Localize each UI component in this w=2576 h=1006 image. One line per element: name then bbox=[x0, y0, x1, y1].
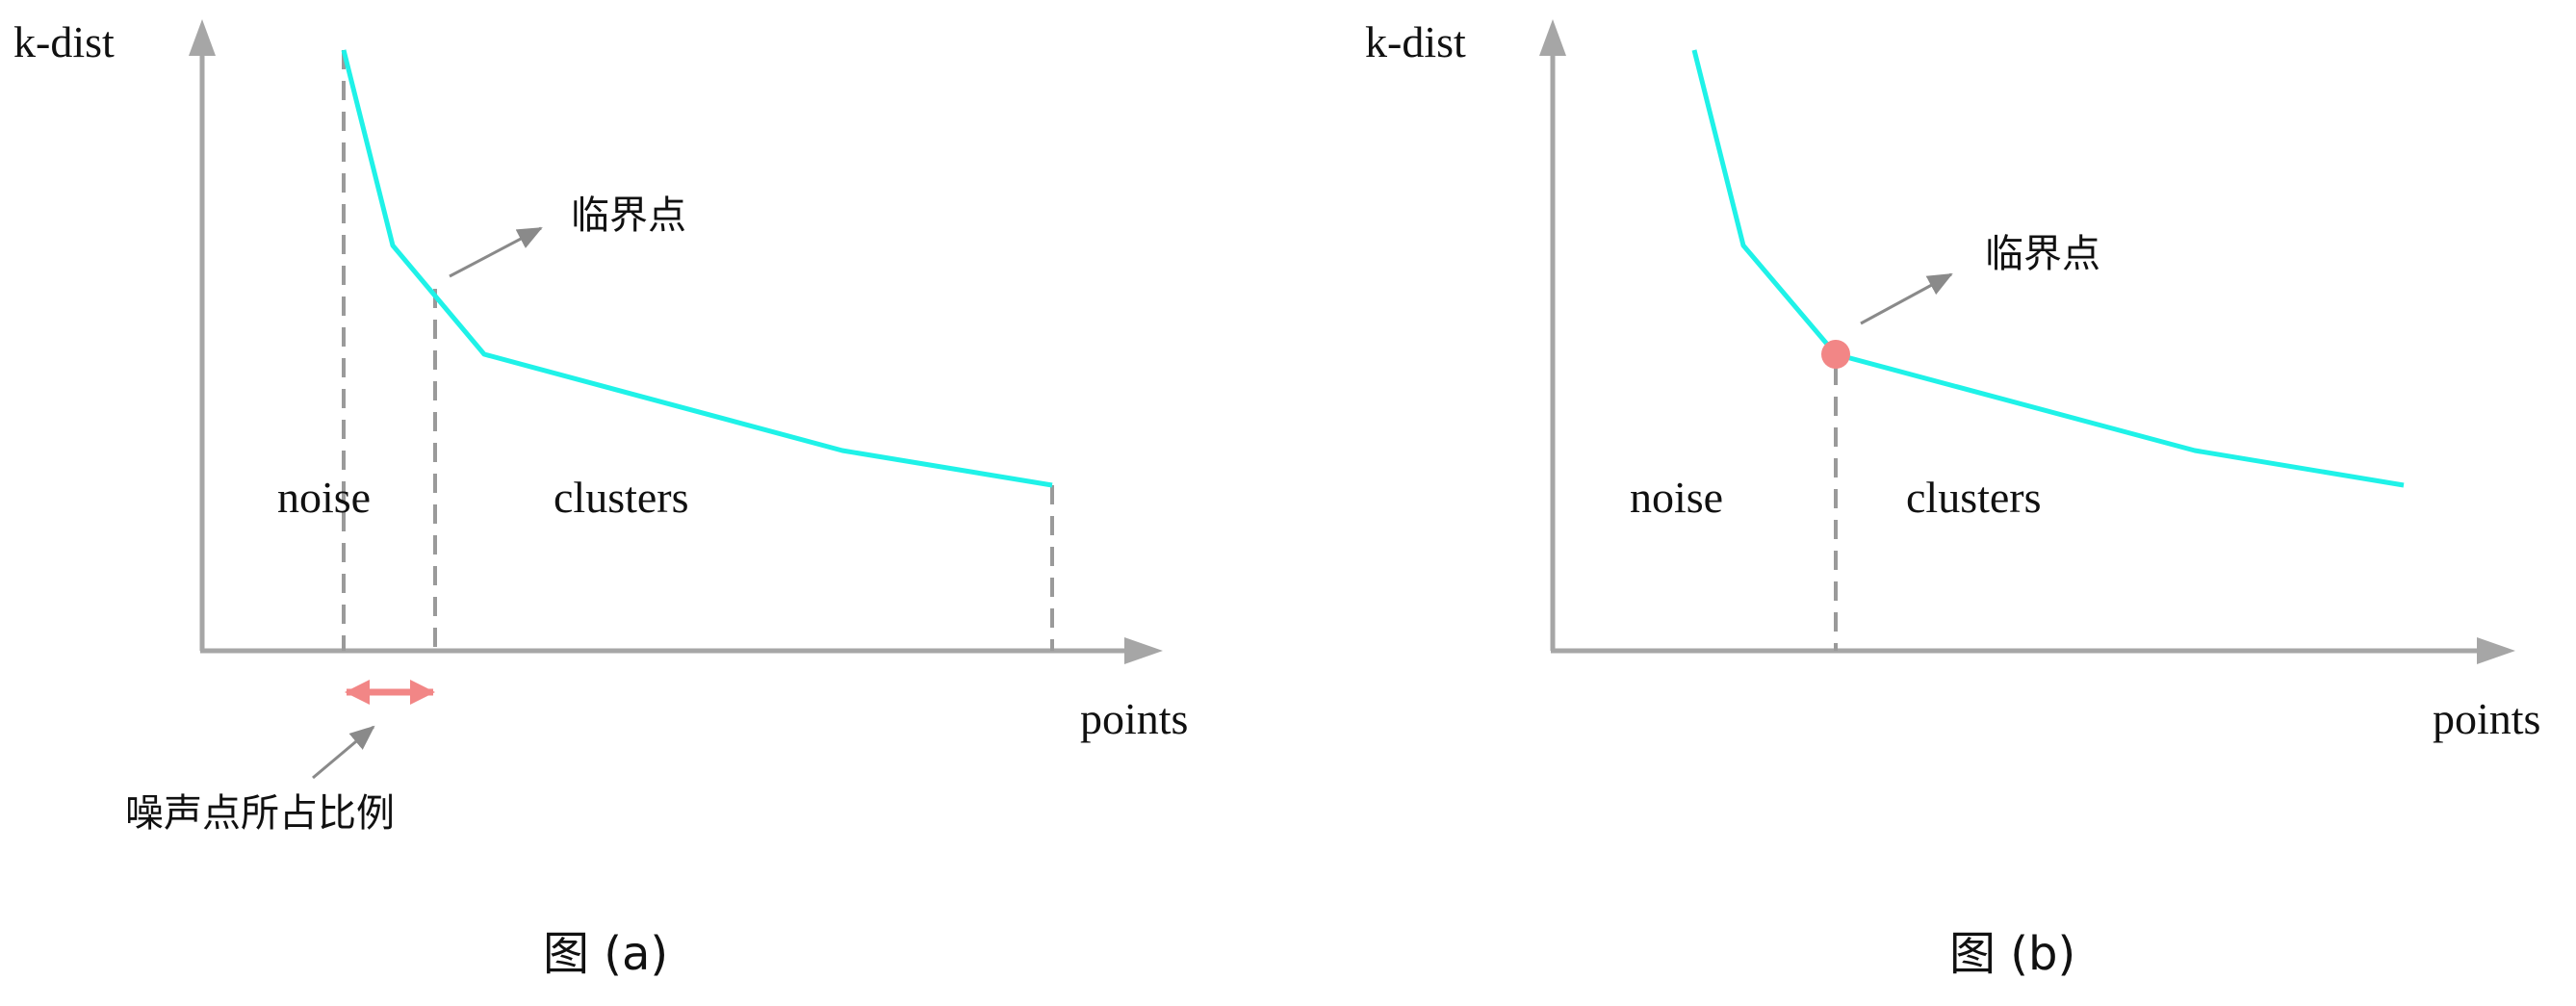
panel-b-x-axis-label: points bbox=[2433, 694, 2540, 743]
panel-b: k-dist points noise clusters 临界点 图 (b) bbox=[1365, 17, 2540, 981]
panel-b-clusters-label: clusters bbox=[1906, 473, 2042, 522]
panel-b-critical-pointer-arrow bbox=[1860, 272, 1953, 325]
panel-b-x-axis-arrowhead bbox=[2477, 637, 2515, 664]
panel-a-critical-point-label: 临界点 bbox=[571, 193, 686, 238]
panel-a-clusters-label: clusters bbox=[554, 473, 689, 522]
panel-b-critical-point-marker bbox=[1821, 340, 1850, 369]
panel-b-y-axis-label: k-dist bbox=[1365, 17, 1466, 66]
panel-a-noise-label: noise bbox=[277, 473, 371, 522]
panel-a-y-axis-label: k-dist bbox=[13, 17, 115, 66]
panel-a-noise-ratio-pointer-arrow bbox=[312, 725, 375, 780]
panel-a: k-dist points noise clusters 临界点 噪声点所占比例… bbox=[13, 17, 1188, 981]
panel-a-noise-ratio-label: 噪声点所占比例 bbox=[125, 791, 395, 836]
panel-a-y-axis-arrowhead bbox=[189, 19, 216, 56]
panel-a-kdist-curve bbox=[341, 49, 1053, 488]
panel-b-y-axis-arrowhead bbox=[1539, 19, 1566, 56]
panel-b-caption: 图 (b) bbox=[1949, 927, 2075, 981]
panel-a-caption: 图 (a) bbox=[543, 927, 668, 981]
panel-b-critical-point-label: 临界点 bbox=[1985, 232, 2100, 276]
panel-a-x-axis-arrowhead bbox=[1124, 637, 1163, 664]
panel-a-x-axis-label: points bbox=[1080, 694, 1188, 743]
panel-a-critical-pointer-arrow bbox=[449, 226, 543, 278]
panel-b-noise-label: noise bbox=[1630, 473, 1723, 522]
